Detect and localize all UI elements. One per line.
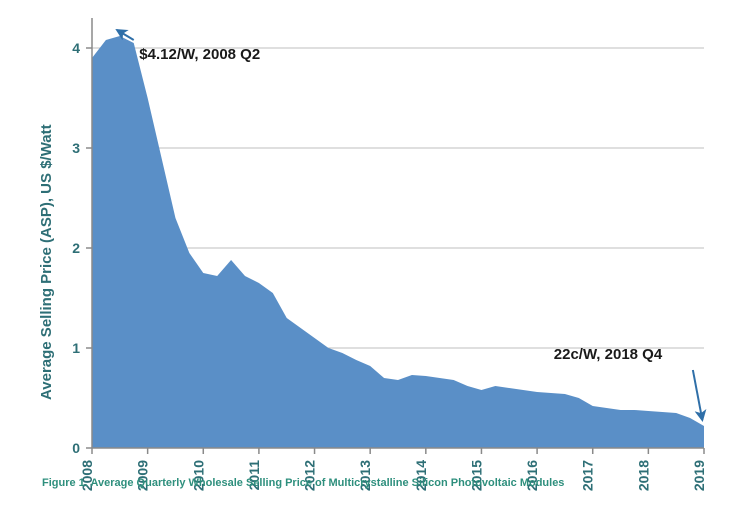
y-tick-label: 2 <box>72 240 80 256</box>
area-chart: 0123420082009201020112012201320142015201… <box>0 0 750 518</box>
annotation-label: $4.12/W, 2008 Q2 <box>139 46 260 63</box>
x-tick-label: 2017 <box>580 460 596 491</box>
figure-container: Average Selling Price (ASP), US $/Watt 0… <box>0 0 750 518</box>
y-tick-label: 1 <box>72 340 80 356</box>
y-tick-label: 3 <box>72 140 80 156</box>
annotation-arrow <box>693 370 702 420</box>
x-tick-label: 2018 <box>635 460 651 491</box>
x-tick-label: 2019 <box>691 460 707 491</box>
annotation-label: 22c/W, 2018 Q4 <box>554 346 662 363</box>
y-tick-label: 4 <box>72 40 80 56</box>
area-series <box>92 36 704 448</box>
y-tick-label: 0 <box>72 440 80 456</box>
figure-caption: Figure 1. Average Quarterly Wholesale Se… <box>42 477 564 489</box>
